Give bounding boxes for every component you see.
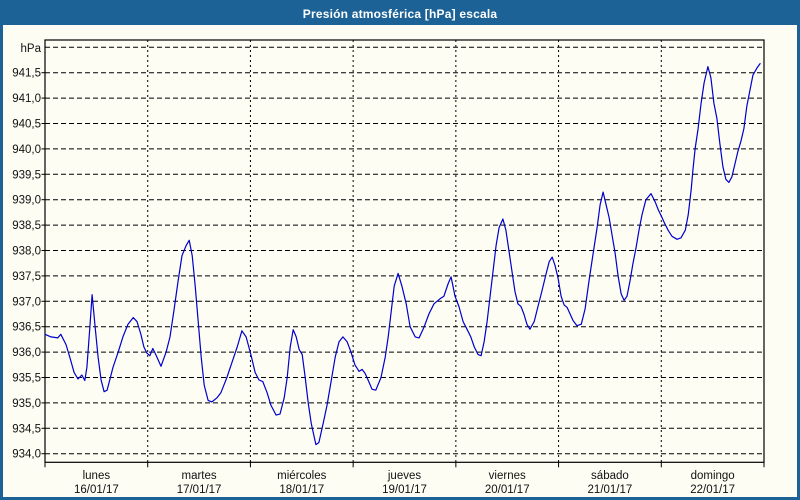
y-tick-label: 934,0	[12, 449, 41, 461]
day-name-label: domingo	[691, 470, 735, 482]
y-tick-label: 935,5	[12, 373, 41, 385]
day-date-label: 21/01/17	[588, 484, 633, 496]
day-date-label: 16/01/17	[74, 484, 119, 496]
day-date-label: 17/01/17	[177, 484, 222, 496]
plot-frame	[44, 39, 765, 463]
y-tick-label: 939,0	[12, 195, 41, 207]
y-tick-label: 937,5	[12, 271, 41, 283]
pressure-line	[44, 62, 761, 446]
pressure-chart: 941,5 941,0 940,5 940,0 939,5 939,0 938,5 938,0…	[12, 39, 765, 496]
y-tick-label: 941,5	[12, 68, 41, 80]
day-date-label: 19/01/17	[382, 484, 427, 496]
window-title: Presión atmosférica [hPa] escala	[302, 7, 498, 21]
day-name-label: viernes	[489, 470, 526, 482]
y-tick-label: 936,5	[12, 322, 41, 334]
y-tick-label: 940,0	[12, 144, 41, 156]
y-tick-label: 941,0	[12, 93, 41, 105]
window-titlebar[interactable]: Presión atmosférica [hPa] escala	[3, 3, 797, 25]
y-axis-unit-label: hPa	[21, 43, 42, 55]
y-tick-label: 935,0	[12, 398, 41, 410]
y-tick-label: 936,0	[12, 347, 41, 359]
day-name-label: jueves	[387, 470, 421, 482]
y-tick-label: 940,5	[12, 119, 41, 131]
day-name-label: miércoles	[277, 470, 326, 482]
y-tick-label: 934,5	[12, 423, 41, 435]
day-date-label: 22/01/17	[690, 484, 735, 496]
y-tick-label: 938,5	[12, 220, 41, 232]
y-tick-label: 938,0	[12, 246, 41, 258]
y-tick-label: 937,0	[12, 296, 41, 308]
day-date-label: 20/01/17	[485, 484, 530, 496]
y-tick-label: 939,5	[12, 169, 41, 181]
day-date-label: 18/01/17	[279, 484, 324, 496]
day-name-label: martes	[181, 470, 216, 482]
day-name-label: lunes	[83, 470, 111, 482]
day-name-label: sábado	[591, 470, 629, 482]
